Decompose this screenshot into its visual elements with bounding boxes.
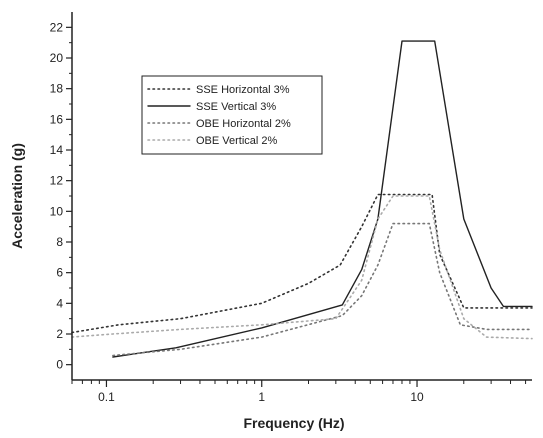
y-axis-title: Acceleration (g) <box>9 143 25 249</box>
x-tick-label: 0.1 <box>98 390 115 404</box>
x-tick-label: 10 <box>410 390 424 404</box>
y-tick-label: 16 <box>50 112 64 126</box>
y-tick-label: 2 <box>56 327 63 341</box>
y-tick-label: 6 <box>56 266 63 280</box>
y-ticks: 0 2 4 6 8 10 12 14 16 18 20 22 <box>50 20 72 372</box>
y-tick-label: 4 <box>56 296 63 310</box>
legend-label: OBE Vertical 2% <box>196 135 278 147</box>
y-tick-label: 10 <box>50 204 64 218</box>
series-layer <box>71 40 533 358</box>
y-tick-label: 22 <box>50 20 64 34</box>
x-ticks: 0.1 1 10 <box>71 380 527 404</box>
legend-label: SSE Vertical 3% <box>196 101 276 113</box>
y-tick-label: 0 <box>56 358 63 372</box>
x-tick-label: 1 <box>258 390 265 404</box>
legend-label: OBE Horizontal 2% <box>196 118 291 130</box>
y-tick-label: 18 <box>50 82 64 96</box>
series-line-4 <box>71 195 533 340</box>
legend: SSE Horizontal 3% SSE Vertical 3% OBE Hori… <box>141 75 323 155</box>
legend-label: SSE Horizontal 3% <box>196 84 290 96</box>
series-line-3 <box>112 222 533 357</box>
series-line-1 <box>71 193 533 334</box>
series-line-2 <box>112 40 533 358</box>
y-tick-label: 12 <box>50 174 64 188</box>
y-tick-label: 8 <box>56 235 63 249</box>
y-tick-label: 14 <box>50 143 64 157</box>
y-tick-label: 20 <box>50 51 64 65</box>
legend-box <box>141 75 323 155</box>
x-axis-title: Frequency (Hz) <box>243 415 344 431</box>
